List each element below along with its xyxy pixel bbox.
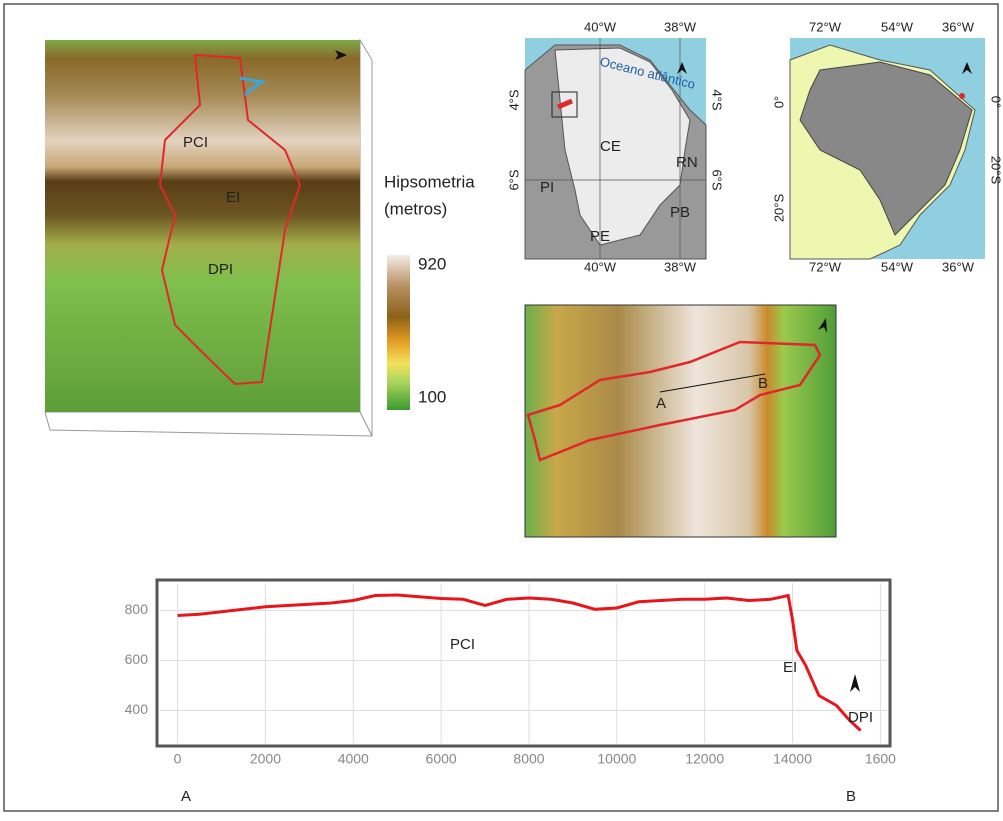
lat-label: 0°	[771, 96, 786, 108]
map-label: B	[758, 375, 768, 392]
lon-label: 54°W	[881, 19, 914, 34]
x-tick-label: 14000	[773, 751, 812, 767]
lat-label: 0°	[989, 96, 1003, 108]
lat-label: 20°S	[771, 194, 786, 223]
x-tick-label: 4000	[338, 751, 369, 767]
map-label: EI	[226, 189, 240, 206]
x-tick-label: 0	[174, 751, 182, 767]
legend-unit: (metros)	[384, 199, 447, 218]
profile-endpoint: B	[846, 788, 856, 805]
lon-label: 40°W	[584, 259, 617, 274]
state-label: RN	[676, 154, 698, 171]
lon-label: 40°W	[584, 19, 617, 34]
block-3d: PCI EI DPI	[45, 40, 372, 436]
x-tick-label: 12000	[685, 751, 724, 767]
y-tick-label: 400	[125, 701, 149, 717]
x-tick-label: 6000	[426, 751, 457, 767]
legend-max: 920	[418, 254, 446, 273]
x-tick-label: 10000	[597, 751, 636, 767]
lon-label: 38°W	[664, 19, 697, 34]
chart-frame	[157, 580, 890, 746]
state-label: PI	[540, 179, 554, 196]
legend-title: Hipsometria	[384, 172, 475, 191]
lon-label: 38°W	[664, 259, 697, 274]
x-tick-label: 1600	[865, 751, 896, 767]
x-tick-label: 8000	[513, 751, 544, 767]
y-tick-label: 600	[125, 651, 149, 667]
lat-label: 6°S	[710, 169, 725, 190]
x-tick-label: 2000	[250, 751, 281, 767]
legend: Hipsometria (metros) 920 100	[384, 172, 475, 410]
map-brazil: 72°W 54°W 36°W 72°W 54°W 36°W 0° 20°S 0°…	[771, 19, 1003, 274]
profile-chart: 0 2000 4000 6000 8000 10000 12000 14000 1600 PCI E…	[157, 580, 896, 767]
lon-label: 72°W	[809, 19, 842, 34]
lon-label: 54°W	[881, 259, 914, 274]
y-tick-label: 800	[125, 601, 149, 617]
lon-label: 36°W	[942, 19, 975, 34]
annotation: DPI	[848, 709, 873, 726]
lon-label: 36°W	[942, 259, 975, 274]
state-label: PE	[590, 228, 610, 245]
map-label: DPI	[208, 261, 233, 278]
map-relief: A B	[525, 305, 836, 537]
lat-label: 6°S	[506, 169, 521, 190]
figure: PCI EI DPI Hipsometria (metros) 920 100 …	[0, 0, 1003, 816]
legend-min: 100	[418, 387, 446, 406]
lat-label: 4°S	[710, 89, 725, 110]
map-label: PCI	[183, 134, 208, 151]
map-label: A	[656, 395, 666, 412]
annotation: PCI	[450, 636, 475, 653]
lon-label: 72°W	[809, 259, 842, 274]
lat-label: 20°S	[989, 156, 1003, 185]
state-label: PB	[670, 204, 690, 221]
color-ramp	[387, 255, 410, 410]
lat-label: 4°S	[506, 89, 521, 110]
profile-endpoint: A	[181, 788, 191, 805]
map-ceara: 40°W 38°W 40°W 38°W 4°S 6°S 4°S 6°S Ocea…	[506, 19, 724, 274]
state-label: CE	[600, 138, 621, 155]
annotation: EI	[783, 659, 797, 676]
